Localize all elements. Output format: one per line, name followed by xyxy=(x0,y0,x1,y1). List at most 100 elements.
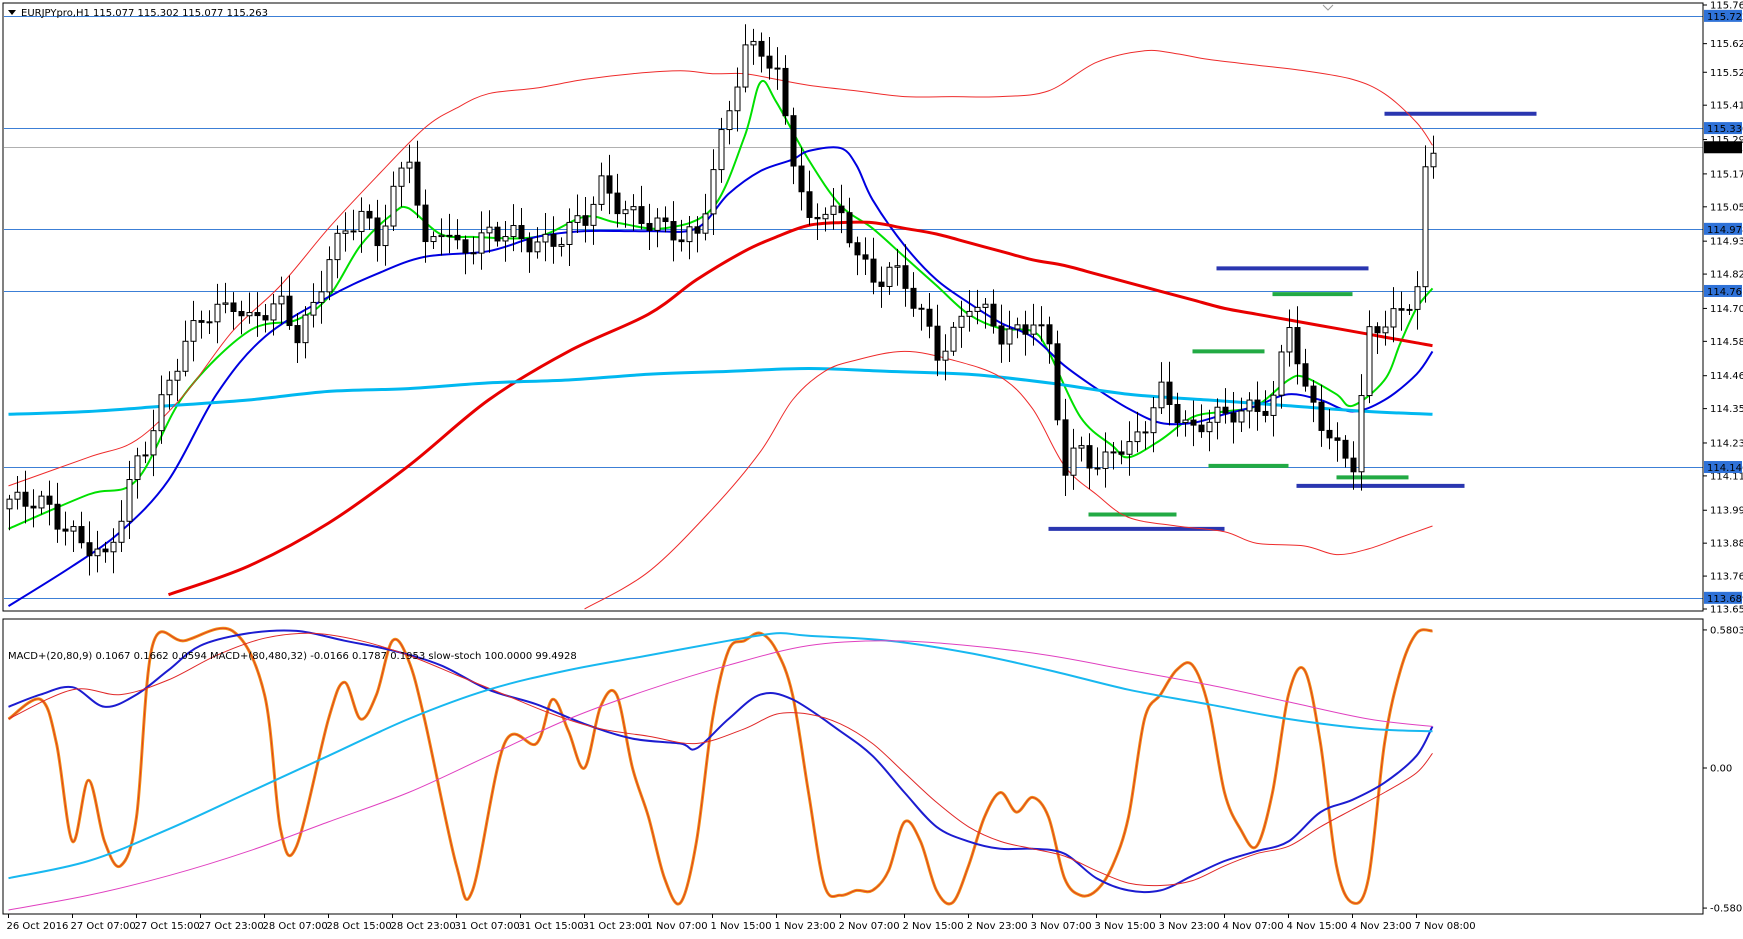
bear-candle xyxy=(1086,445,1093,469)
bear-candle xyxy=(782,67,789,117)
bear-candle xyxy=(526,238,533,253)
oscillator-pane[interactable] xyxy=(7,626,1434,911)
time-tick-label: 31 Oct 15:00 xyxy=(519,921,584,932)
bull-candle xyxy=(302,314,309,344)
bull-candle xyxy=(430,236,437,243)
macd-line xyxy=(8,629,1434,894)
price-tick-label: 113.880 xyxy=(1710,539,1743,550)
bear-candle xyxy=(454,234,461,241)
bull-candle xyxy=(950,326,957,352)
time-tick-label: 3 Nov 23:00 xyxy=(1159,921,1220,932)
time-tick-label: 4 Nov 07:00 xyxy=(1223,921,1284,932)
price-tick-label: 114.935 xyxy=(1710,237,1743,248)
bear-candle xyxy=(806,191,813,218)
price-tick-label: 115.625 xyxy=(1710,39,1743,50)
price-tick-label: 115.760 xyxy=(1710,1,1743,12)
price-tick-label: 115.170 xyxy=(1710,169,1743,180)
bear-candle xyxy=(1334,437,1341,441)
level-price-tag-label: 113.689 xyxy=(1707,594,1743,605)
time-tick-label: 2 Nov 07:00 xyxy=(839,921,900,932)
bear-candle xyxy=(230,302,237,313)
time-tick-label: 27 Oct 07:00 xyxy=(71,921,136,932)
bull-candle xyxy=(1014,324,1021,330)
time-tick-label: 4 Nov 15:00 xyxy=(1287,921,1348,932)
bear-candle xyxy=(286,295,293,327)
bull-candle xyxy=(70,526,77,532)
ema-long-line xyxy=(8,367,1433,416)
level-price-tag-label: 114.978 xyxy=(1707,225,1743,236)
bear-candle xyxy=(766,55,773,69)
bear-candle xyxy=(694,226,701,234)
triangle-down-icon[interactable] xyxy=(8,10,16,15)
bear-candle xyxy=(550,233,557,247)
bull-candle xyxy=(1110,451,1117,454)
bull-candle xyxy=(478,232,485,254)
bull-candle xyxy=(310,301,317,316)
bear-candle xyxy=(1174,403,1181,424)
time-tick-label: 31 Oct 07:00 xyxy=(455,921,520,932)
bear-candle xyxy=(462,239,469,254)
oscillator-tick-label: -0.5803 xyxy=(1710,904,1743,915)
bull-candle xyxy=(94,548,101,557)
bear-candle xyxy=(54,503,61,530)
level-price-tag xyxy=(1704,222,1742,235)
bear-candle xyxy=(1350,457,1357,473)
bull-candle xyxy=(1150,407,1157,434)
bull-candle xyxy=(1206,421,1213,433)
bear-candle xyxy=(22,491,29,507)
bear-candle xyxy=(1254,399,1261,412)
price-tick-label: 113.765 xyxy=(1710,572,1743,583)
bull-candle xyxy=(206,321,213,324)
price-tick-label: 115.525 xyxy=(1710,68,1743,79)
bear-candle xyxy=(30,505,37,509)
bull-candle xyxy=(1038,324,1045,327)
bear-candle xyxy=(1374,326,1381,334)
bear-candle xyxy=(1062,419,1069,476)
time-tick-label: 28 Oct 07:00 xyxy=(263,921,328,932)
bull-candle xyxy=(1102,451,1109,469)
bull-candle xyxy=(502,236,509,242)
bull-candle xyxy=(958,315,965,328)
bull-candle xyxy=(654,217,661,231)
bull-candle xyxy=(1422,166,1429,288)
bear-candle xyxy=(926,308,933,327)
bear-candle xyxy=(1318,401,1325,431)
bull-candle xyxy=(246,312,253,317)
bear-candle xyxy=(262,315,269,321)
bull-candle xyxy=(1214,406,1221,423)
time-tick-label: 27 Oct 15:00 xyxy=(135,921,200,932)
oscillator-tick-label: 0.00 xyxy=(1710,764,1732,775)
time-tick-label: 28 Oct 23:00 xyxy=(391,921,456,932)
main-pane[interactable] xyxy=(4,16,1703,610)
bull-candle xyxy=(358,210,365,233)
bull-candle xyxy=(1390,308,1397,328)
price-tick-label: 114.585 xyxy=(1710,337,1743,348)
bull-candle xyxy=(702,213,709,234)
bear-candle xyxy=(1262,410,1269,416)
bull-candle xyxy=(214,303,221,323)
price-axis: 115.760 115.625 115.525 115.410 115.290 115.1… xyxy=(1703,1,1743,616)
bull-candle xyxy=(734,86,741,112)
bull-candle xyxy=(158,394,165,432)
bear-candle xyxy=(1118,451,1125,455)
level-price-tag xyxy=(1704,591,1742,604)
bull-candle xyxy=(1430,152,1437,168)
bull-candle xyxy=(966,310,973,317)
bear-candle xyxy=(350,230,357,233)
bear-candle xyxy=(470,252,477,255)
bear-candle xyxy=(374,217,381,247)
bear-candle xyxy=(838,205,845,214)
bear-candle xyxy=(422,204,429,243)
bull-candle xyxy=(622,209,629,215)
level-price-tag xyxy=(1704,284,1742,297)
bull-candle xyxy=(822,213,829,220)
price-tick-label: 113.650 xyxy=(1710,605,1743,616)
bear-candle xyxy=(606,175,613,194)
bull-candle xyxy=(190,320,197,342)
bull-candle xyxy=(110,541,117,553)
bear-candle xyxy=(990,303,997,327)
bull-candle xyxy=(510,225,517,238)
